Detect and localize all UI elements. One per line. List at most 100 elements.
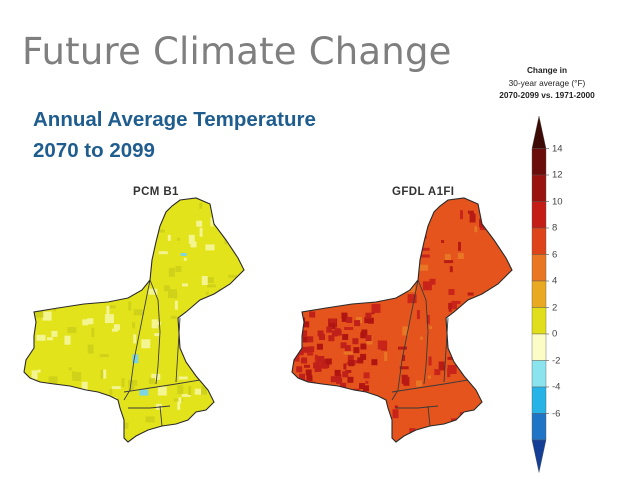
grid-cell (240, 424, 244, 431)
grid-cell (151, 319, 158, 329)
grid-cell (31, 370, 38, 380)
grid-cell (334, 400, 340, 407)
grid-cell (342, 371, 349, 378)
grid-cell (199, 227, 203, 237)
grid-cell (59, 249, 66, 259)
grid-cell (357, 406, 361, 410)
grid-cell (511, 243, 512, 249)
legend-title-line-1: Change in (526, 65, 568, 75)
grid-cell (309, 311, 316, 318)
grid-cell (335, 216, 342, 219)
grid-cell (68, 367, 72, 371)
grid-cell (87, 398, 94, 408)
grid-cell (509, 334, 512, 338)
grid-cell (341, 315, 348, 322)
grid-cell (232, 230, 236, 236)
state-border (417, 279, 429, 385)
grid-cell (99, 354, 109, 358)
grid-cell (210, 364, 217, 368)
grid-cell (136, 255, 139, 265)
grid-cell (46, 234, 56, 240)
grid-cell (132, 354, 139, 364)
grid-cell (296, 331, 303, 338)
grid-cell (292, 395, 301, 399)
grid-cell (342, 405, 352, 414)
grid-cell (64, 418, 71, 422)
state-border (391, 379, 469, 393)
legend-color-band (531, 227, 547, 255)
grid-cell (305, 385, 312, 392)
grid-cell (194, 388, 204, 395)
grid-cell (364, 202, 368, 206)
grid-cell (207, 277, 214, 283)
grid-cell (205, 291, 209, 295)
grid-cell (67, 327, 77, 333)
grid-cell (424, 211, 431, 221)
grid-cell (145, 416, 155, 423)
grid-cell (458, 241, 461, 251)
grid-cell (347, 355, 354, 362)
grid-cell (36, 334, 46, 341)
grid-cell (506, 396, 512, 403)
grid-cell (121, 378, 125, 388)
grid-cell (53, 229, 57, 239)
grid-cell (111, 386, 121, 390)
grid-cell (470, 339, 477, 345)
grid-cell (210, 217, 214, 227)
grid-cell (479, 227, 486, 231)
grid-cell (361, 220, 364, 227)
grid-cell (353, 347, 360, 354)
legend-tick-label: 14 (552, 143, 563, 154)
grid-cell (27, 292, 36, 299)
grid-cell (151, 373, 161, 380)
grid-cell (225, 353, 229, 356)
grid-cell (227, 284, 234, 294)
grid-cell (154, 321, 161, 325)
grid-cell (321, 362, 328, 369)
grid-cell (82, 217, 92, 221)
grid-cell (48, 291, 58, 301)
grid-cell (444, 260, 454, 264)
grid-cell (188, 386, 192, 395)
grid-cell (107, 282, 114, 286)
grid-cell (336, 377, 343, 384)
grid-cell (182, 283, 188, 287)
grid-cell (37, 369, 41, 373)
grid-cell (474, 226, 478, 233)
grid-cell (317, 330, 324, 337)
legend-title-line-2: 30-year average (°F) (508, 77, 586, 88)
state-border (159, 405, 163, 427)
grid-cell (343, 351, 353, 355)
grid-cell (158, 229, 165, 233)
grid-cell (223, 356, 227, 360)
state-border (175, 317, 181, 383)
grid-cell (34, 308, 44, 318)
grid-cell (379, 286, 383, 290)
grid-cell (174, 300, 178, 310)
grid-cell (110, 216, 117, 223)
grid-cell (335, 374, 342, 381)
legend-color-band (531, 386, 547, 414)
grid-cell (377, 340, 387, 350)
grid-cell (47, 337, 53, 341)
grid-cell (413, 254, 420, 258)
grid-cell (359, 260, 366, 264)
grid-cell (307, 352, 314, 356)
grid-cell (367, 317, 374, 324)
grid-cell (328, 335, 335, 342)
state-border (427, 405, 431, 427)
grid-cell (212, 359, 218, 363)
grid-cell (226, 366, 232, 372)
grid-cell (201, 276, 208, 285)
grid-cell (209, 434, 219, 438)
grid-cell (400, 205, 407, 209)
grid-cell (369, 287, 378, 297)
grid-cell (378, 209, 385, 213)
legend-color-band (531, 439, 547, 473)
legend-color-band (531, 360, 547, 388)
grid-cell (348, 360, 355, 367)
grid-cell (444, 253, 451, 263)
grid-cell (302, 304, 312, 311)
grid-cell (296, 366, 303, 373)
grid-cell (104, 314, 114, 324)
